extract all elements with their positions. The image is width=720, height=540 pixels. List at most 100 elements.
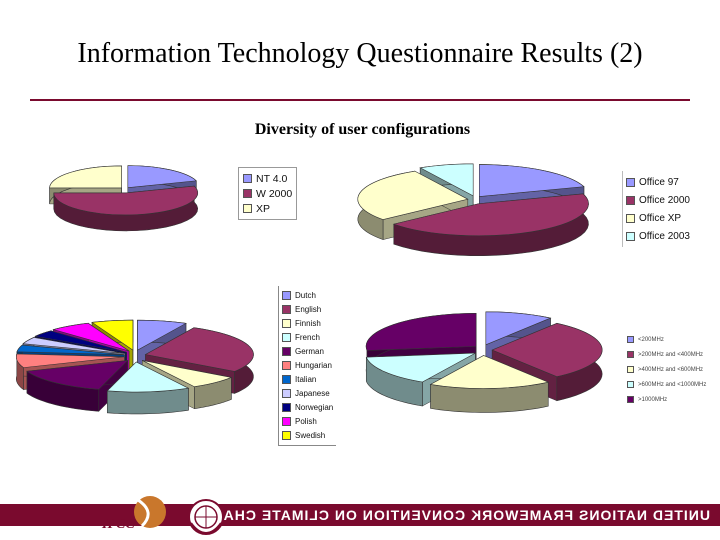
legend-0-item-xp: XP (243, 201, 292, 216)
legend-3-label-600mhz-and-1000mhz: >600MHz and <1000MHz (638, 381, 707, 388)
legend-3-label-200mhz-and-400mhz: >200MHz and <400MHz (638, 351, 704, 358)
legend-1-item-office-97: Office 97 (626, 173, 690, 191)
pie-1-slice-office-2003 (419, 163, 474, 197)
legend-2-label-swedish: Swedish (295, 431, 326, 441)
pie-3-slice-200mhz-and-400mhz (491, 322, 603, 378)
legend-3-label-1000mhz: >1000MHz (638, 396, 668, 403)
legend-3-swatch-600mhz-and-1000mhz (627, 381, 634, 388)
pie-1-slice-office-xp (357, 170, 469, 220)
pie-chart-office (357, 163, 589, 257)
footer-band (0, 504, 720, 526)
legend-3-item-600mhz-and-1000mhz: >600MHz and <1000MHz (627, 377, 706, 392)
legend-2-item-hungarian: Hungarian (282, 358, 333, 372)
legend-0-swatch-w-2000 (243, 189, 252, 198)
un-emblem-icon (188, 499, 224, 535)
pie-3-slice-200mhz (485, 311, 552, 346)
legend-1-item-office-xp: Office XP (626, 209, 690, 227)
legend-2-label-japanese: Japanese (295, 389, 330, 399)
legend-2-swatch-japanese (282, 389, 291, 399)
legend-2-item-finnish: Finnish (282, 316, 333, 330)
legend-0-label-xp: XP (256, 202, 271, 215)
pie-0-slice-w-2000 (53, 185, 199, 216)
legend-2-swatch-german (282, 346, 291, 356)
legend-0-item-nt-4-0: NT 4.0 (243, 171, 292, 186)
legend-0-label-w-2000: W 2000 (256, 187, 293, 200)
legend-2-label-english: English (295, 304, 322, 314)
ipcc-logo: IPCC (101, 496, 166, 532)
legend-1-label-office-xp: Office XP (639, 212, 682, 224)
legend-0-label-nt-4-0: NT 4.0 (256, 172, 288, 185)
pie-3-slice-1000mhz (365, 313, 477, 351)
legend-3-item-1000mhz: >1000MHz (627, 392, 706, 407)
legend-2-label-german: German (295, 346, 324, 356)
legend-1-item-office-2000: Office 2000 (626, 191, 690, 209)
legend-1-label-office-2003: Office 2003 (639, 230, 690, 242)
legend-language: Dutch English Finnish French German Hungarian… (278, 286, 337, 447)
legend-2-item-french: French (282, 330, 333, 344)
pie-2-slice-german (26, 360, 129, 390)
legend-2-swatch-finnish (282, 318, 291, 328)
legend-2-swatch-italian (282, 375, 291, 385)
legend-1-label-office-2000: Office 2000 (639, 194, 690, 206)
legend-2-item-swedish: Swedish (282, 429, 333, 443)
legend-2-item-polish: Polish (282, 415, 333, 429)
legend-1-swatch-office-xp (626, 213, 635, 223)
pie-2-slice-french (106, 361, 190, 393)
pie-2-slice-norwegian (34, 330, 127, 353)
legend-2-item-german: German (282, 344, 333, 358)
legend-2-swatch-swedish (282, 431, 291, 441)
legend-0-swatch-xp (243, 204, 252, 213)
legend-0-swatch-nt-4-0 (243, 174, 252, 183)
legend-2-item-norwegian: Norwegian (282, 401, 333, 415)
legend-2-label-hungarian: Hungarian (295, 361, 332, 371)
legend-3-item-400mhz-and-600mhz: >400MHz and <600MHz (627, 362, 706, 377)
pie-chart-cpu (365, 311, 603, 413)
legend-2-label-french: French (295, 332, 320, 342)
legend-2-swatch-english (282, 304, 291, 314)
legend-1-label-office-97: Office 97 (639, 176, 679, 188)
legend-1-swatch-office-2000 (626, 195, 635, 205)
svg-text:IPCC: IPCC (101, 517, 135, 532)
pie-0-slice-xp (49, 165, 122, 189)
pie-1-slice-office-2000 (392, 193, 589, 237)
slide-title: Information Technology Questionnaire Res… (77, 38, 643, 69)
pie-chart-language (15, 319, 254, 415)
legend-2-swatch-hungarian (282, 361, 291, 371)
legend-cpu: <200MHz >200MHz and <400MHz >400MHz and <6… (624, 330, 710, 409)
legend-2-item-japanese: Japanese (282, 387, 333, 401)
pie-chart-os (49, 165, 199, 232)
legend-2-label-finnish: Finnish (295, 318, 321, 328)
legend-2-label-norwegian: Norwegian (295, 403, 334, 413)
legend-3-label-400mhz-and-600mhz: >400MHz and <600MHz (638, 366, 704, 373)
pie-2-slice-dutch (137, 319, 187, 351)
pie-3-slice-400mhz-and-600mhz (429, 355, 550, 389)
legend-2-swatch-norwegian (282, 403, 291, 413)
legend-2-swatch-polish (282, 417, 291, 427)
legend-2-item-dutch: Dutch (282, 288, 333, 302)
legend-2-swatch-french (282, 332, 291, 342)
legend-3-item-200mhz: <200MHz (627, 332, 706, 347)
legend-office: Office 97 Office 2000 Office XP Office 2003 (622, 171, 693, 247)
footer-text: UNITED NATIONS FRAMEWORK CONVENTION ON C… (189, 507, 710, 523)
pie-2-slice-swedish (91, 319, 134, 351)
legend-os: NT 4.0 W 2000 XP (238, 167, 298, 220)
legend-2-label-italian: Italian (295, 375, 317, 385)
pie-1-slice-office-97 (479, 164, 585, 197)
pie-2-slice-english (144, 327, 254, 372)
title-underline (30, 99, 690, 101)
pie-3-slice-600mhz-and-1000mhz (365, 352, 476, 383)
legend-1-swatch-office-2003 (626, 231, 635, 241)
slide-subtitle: Diversity of user configurations (254, 121, 471, 138)
pie-0-slice-nt-4-0 (127, 165, 197, 188)
pie-2-slice-italian (16, 344, 125, 356)
legend-1-swatch-office-97 (626, 177, 635, 187)
legend-0-item-w-2000: W 2000 (243, 186, 292, 201)
legend-3-label-200mhz: <200MHz (638, 336, 664, 343)
pie-2-slice-polish (52, 322, 130, 352)
pie-2-slice-finnish (142, 360, 233, 388)
legend-2-label-polish: Polish (295, 417, 317, 427)
legend-3-swatch-200mhz-and-400mhz (627, 351, 634, 358)
legend-3-swatch-1000mhz (627, 396, 634, 403)
legend-3-swatch-400mhz-and-600mhz (627, 366, 634, 373)
pie-2-slice-japanese (22, 337, 126, 354)
